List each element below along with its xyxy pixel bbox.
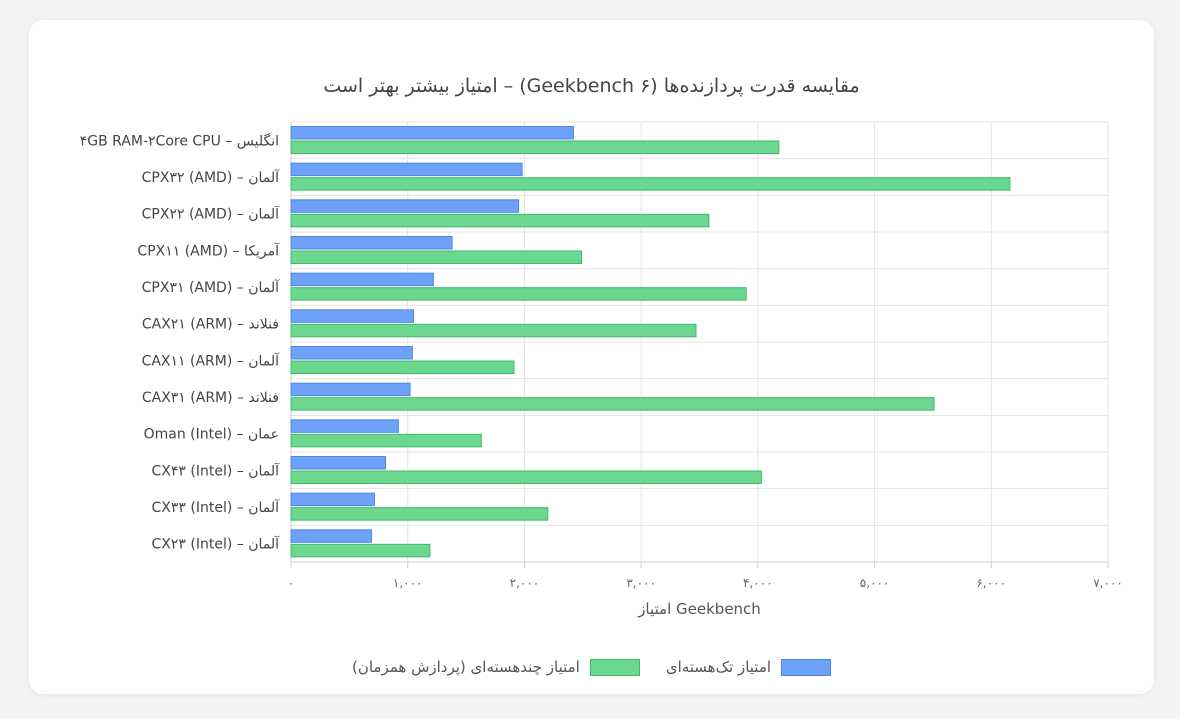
x-tick-label: ۴,۰۰۰ (743, 576, 773, 590)
legend-swatch-multi-core (589, 658, 640, 676)
bar-single-core (290, 162, 523, 177)
bar-multi-core (290, 543, 431, 558)
legend-label-single-core: امتیاز تک‌هسته‌ای (665, 658, 772, 676)
legend-swatch-single-core (781, 658, 832, 676)
bar-single-core (290, 492, 375, 507)
y-tick-label: CX۲۳ (Intel) – آلمان (152, 536, 281, 553)
x-axis-label: امتیاز Geekbench (637, 600, 761, 618)
chart-card: مقایسه قدرت پردازنده‌ها (Geekbench ۶) – … (29, 20, 1154, 694)
bar-single-core (290, 346, 413, 360)
y-tick-label: CX۳۳ (Intel) – آلمان (152, 499, 281, 516)
y-tick-label: Oman (Intel) – عمان (144, 427, 279, 443)
bar-single-core (290, 236, 453, 250)
legend-item-multi-core[interactable]: امتیاز چندهسته‌ای (پردازش همزمان) (352, 658, 640, 676)
bar-single-core (290, 272, 434, 287)
bar-single-core (290, 382, 411, 397)
x-tick-label: ۵,۰۰۰ (860, 576, 890, 590)
y-tick-label: CPX۳۲ (AMD) – آلمان (142, 169, 280, 186)
bar-single-core (290, 529, 373, 543)
bar-single-core (290, 126, 574, 140)
y-tick-label: CPX۳۱ (AMD) – آلمان (142, 279, 280, 296)
bar-multi-core (290, 140, 780, 154)
bar-multi-core (290, 323, 697, 338)
y-tick-label: CAX۳۱ (ARM) – فنلاند (142, 390, 279, 406)
legend-item-single-core[interactable]: امتیاز تک‌هسته‌ای (665, 658, 832, 676)
bar-multi-core (290, 177, 1011, 191)
y-tick-label: CAX۲۱ (ARM) – فنلاند (142, 317, 279, 333)
bar-single-core (290, 309, 415, 323)
bar-multi-core (290, 213, 710, 228)
bar-multi-core (290, 360, 515, 374)
y-tick-label: ۴GB RAM-۲Core CPU – انگلیس (80, 132, 279, 149)
chart-title: مقایسه قدرت پردازنده‌ها (Geekbench ۶) – … (323, 75, 860, 97)
bar-single-core (290, 199, 520, 213)
x-tick-label: ۷,۰۰۰ (1093, 576, 1123, 590)
chart-plot: ۰ ۱,۰۰۰ ۲,۰۰۰ ۳,۰۰۰ ۴,۰۰۰ ۵,۰۰۰ ۶,۰۰۰ ۷,۰۰۰ ۴GB … (80, 121, 1123, 618)
chart-legend: امتیاز تک‌هسته‌ای امتیاز چندهسته‌ای (پرد… (29, 658, 1154, 676)
bar-multi-core (290, 250, 583, 264)
bar-multi-core (290, 287, 747, 301)
bar-multi-core (290, 433, 482, 448)
y-tick-label: CX۴۳ (Intel) – آلمان (152, 462, 281, 479)
y-tick-label: CPX۲۲ (AMD) – آلمان (142, 206, 280, 223)
bar-single-core (290, 456, 387, 470)
bar-single-core (290, 419, 399, 433)
y-tick-label: CAX۱۱ (ARM) – آلمان (142, 352, 281, 369)
bar-multi-core (290, 507, 549, 521)
bar-multi-core (290, 397, 935, 411)
y-tick-label: CPX۱۱ (AMD) – آمریکا (137, 242, 280, 259)
x-tick-label: ۱,۰۰۰ (393, 576, 423, 590)
x-tick-label: ۳,۰۰۰ (626, 576, 656, 590)
x-tick-label: ۲,۰۰۰ (510, 576, 540, 590)
legend-label-multi-core: امتیاز چندهسته‌ای (پردازش همزمان) (351, 658, 580, 676)
bar-multi-core (290, 470, 762, 484)
x-tick-label: ۶,۰۰۰ (976, 576, 1006, 590)
x-tick-label: ۰ (288, 576, 294, 590)
